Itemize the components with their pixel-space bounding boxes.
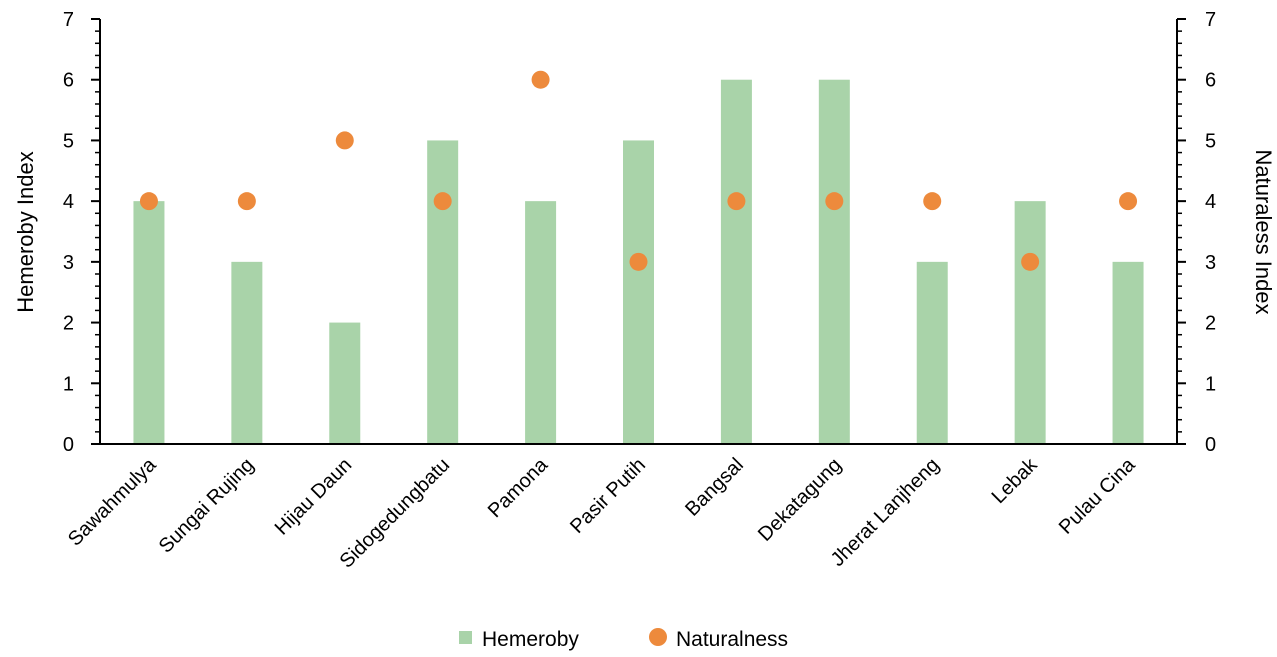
left-tick-label: 3 [63, 252, 74, 274]
x-tick-label: Bangsal [681, 454, 748, 521]
x-tick-label: Sawahmulya [64, 453, 161, 550]
right-tick-label: 1 [1205, 373, 1216, 395]
left-tick-label: 0 [63, 434, 74, 456]
bar-hemeroby [720, 79, 752, 444]
x-tick-label: Jherat Lanjheng [827, 454, 944, 571]
right-tick-label: 4 [1205, 191, 1216, 213]
left-axis-title: Hemeroby Index [13, 151, 38, 312]
point-naturalness [1021, 252, 1040, 271]
point-naturalness [1119, 192, 1138, 211]
bar-hemeroby [427, 140, 459, 444]
x-tick-label: Dekatagung [754, 454, 846, 546]
left-tick-label: 6 [63, 70, 74, 92]
right-tick-label: 5 [1205, 130, 1216, 152]
right-y-axis: 0 1 2 3 4 5 6 7 [1176, 9, 1216, 456]
bar-hemeroby [133, 201, 165, 444]
bar-hemeroby [1112, 261, 1144, 444]
point-naturalness [825, 192, 844, 211]
right-tick-label: 6 [1205, 70, 1216, 92]
legend-swatch-hemeroby [459, 631, 472, 644]
x-tick-label: Pasir Putih [566, 454, 650, 538]
right-tick-label: 3 [1205, 252, 1216, 274]
point-naturalness [237, 192, 256, 211]
left-y-axis: 0 1 2 3 4 5 6 7 [63, 9, 101, 456]
x-tick-label: Sungai Rujing [155, 454, 259, 558]
right-tick-label: 0 [1205, 434, 1216, 456]
x-tick-label: Pulau Cina [1055, 453, 1140, 538]
bar-hemeroby [329, 322, 361, 444]
left-tick-label: 1 [63, 373, 74, 395]
left-tick-label: 7 [63, 9, 74, 31]
bar-hemeroby [525, 201, 557, 444]
legend-label-naturalness: Naturalness [676, 628, 788, 651]
right-tick-label: 7 [1205, 9, 1216, 31]
point-naturalness [629, 252, 648, 271]
point-naturalness [531, 70, 550, 89]
x-tick-label: Pamona [484, 453, 553, 522]
left-tick-label: 5 [63, 130, 74, 152]
x-tick-label: Lebak [988, 453, 1043, 508]
legend: Hemeroby Naturalness [459, 628, 788, 651]
point-naturalness [727, 192, 746, 211]
point-naturalness [335, 131, 354, 150]
legend-label-hemeroby: Hemeroby [482, 628, 579, 651]
bar-hemeroby [623, 140, 654, 444]
point-naturalness [923, 192, 942, 211]
right-tick-label: 2 [1205, 313, 1216, 335]
left-tick-label: 4 [63, 191, 74, 213]
bar-hemeroby [231, 261, 263, 444]
right-axis-title: Naturaless Index [1251, 149, 1276, 314]
left-tick-label: 2 [63, 313, 74, 335]
point-naturalness [139, 192, 158, 211]
hemeroby-bars [133, 79, 1144, 444]
legend-swatch-naturalness [649, 628, 667, 646]
point-naturalness [433, 192, 452, 211]
bar-hemeroby [818, 79, 850, 444]
bar-hemeroby [916, 261, 948, 444]
bar-hemeroby [1014, 201, 1046, 444]
naturalness-points [139, 70, 1138, 271]
x-tick-label: Hijau Daun [271, 454, 357, 540]
